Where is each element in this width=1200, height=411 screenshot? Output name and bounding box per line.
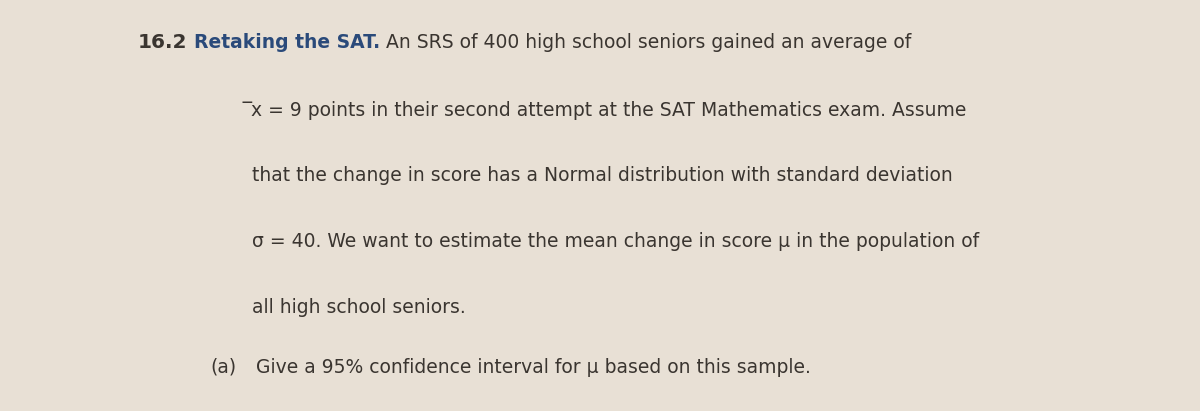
Text: that the change in score has a Normal distribution with standard deviation: that the change in score has a Normal di… <box>252 166 953 185</box>
Text: Retaking the SAT.: Retaking the SAT. <box>194 33 380 52</box>
Text: Give a 95% confidence interval for μ based on this sample.: Give a 95% confidence interval for μ bas… <box>256 358 810 376</box>
Text: 16.2: 16.2 <box>138 33 187 52</box>
Text: ̅x = 9 points in their second attempt at the SAT Mathematics exam. Assume: ̅x = 9 points in their second attempt at… <box>252 101 967 120</box>
Text: An SRS of 400 high school seniors gained an average of: An SRS of 400 high school seniors gained… <box>380 33 912 52</box>
Text: (a): (a) <box>210 358 236 376</box>
Text: all high school seniors.: all high school seniors. <box>252 298 466 317</box>
Text: σ = 40. We want to estimate the mean change in score μ in the population of: σ = 40. We want to estimate the mean cha… <box>252 232 979 251</box>
